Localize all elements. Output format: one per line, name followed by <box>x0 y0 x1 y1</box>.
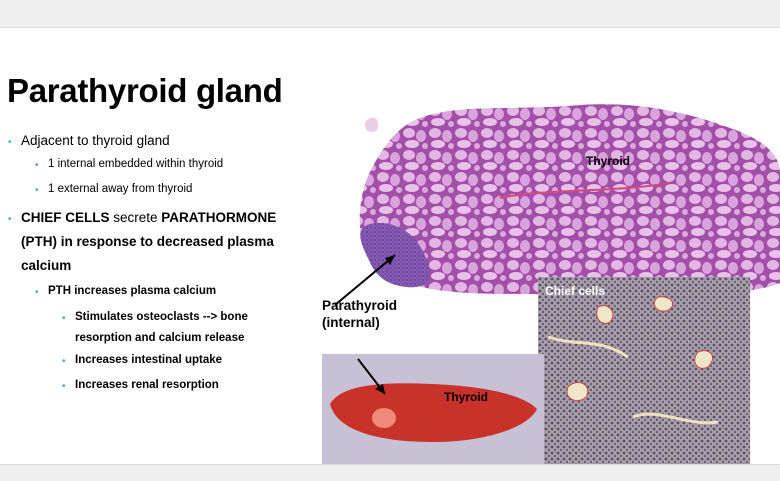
bullet-dot: • <box>8 214 12 225</box>
bullet-external: 1 external away from thyroid <box>48 183 193 195</box>
arrow-to-parathyroid-gross <box>357 358 386 395</box>
slide: Parathyroid gland • Adjacent to thyroid … <box>0 27 780 465</box>
parathyroid-label-line1: Parathyroid <box>322 298 398 313</box>
bullet-dot: • <box>35 185 39 196</box>
parathormone-term: PARATHORMONE <box>161 210 277 225</box>
osteoclasts-line1: Stimulates osteoclasts --> bone <box>75 311 248 323</box>
slide-title: Parathyroid gland <box>7 72 283 109</box>
thyroid-histology-image <box>359 104 780 297</box>
parathyroid-label: Parathyroid (internal) <box>322 297 397 331</box>
secrete-text: secrete <box>109 210 162 225</box>
bullet-dot: • <box>8 137 12 148</box>
bullet-osteoclasts: Stimulates osteoclasts --> bone resorpti… <box>75 307 315 349</box>
bullet-dot: • <box>62 381 66 392</box>
pth-line: (PTH) in response to decreased plasma <box>21 234 274 249</box>
bullet-internal: 1 internal embedded within thyroid <box>48 158 224 170</box>
bullet-renal: Increases renal resorption <box>75 379 219 391</box>
thyroid-histology-label: Thyroid <box>586 154 630 168</box>
parathyroid-label-line2: (internal) <box>322 315 380 330</box>
bullet-dot: • <box>62 356 66 367</box>
osteoclasts-line2: resorption and calcium release <box>75 332 245 344</box>
calcium-line: calcium <box>21 258 72 273</box>
thyroid-gross-label: Thyroid <box>444 390 488 404</box>
bullet-adjacent: Adjacent to thyroid gland <box>21 133 170 148</box>
chief-cells-label: Chief cells <box>545 284 606 298</box>
chief-cells-term: CHIEF CELLS <box>21 210 110 225</box>
bullet-dot: • <box>35 160 39 171</box>
arrow-to-parathyroid-histology <box>334 254 396 306</box>
bullet-intestinal: Increases intestinal uptake <box>75 354 223 366</box>
bullet-chief-cells: CHIEF CELLS secrete PARATHORMONE (PTH) i… <box>21 206 321 278</box>
chief-cells-micrograph <box>538 277 750 464</box>
bullet-pth-increases: PTH increases plasma calcium <box>48 285 217 297</box>
bullet-dot: • <box>35 287 39 298</box>
thyroid-gross-specimen <box>322 354 544 464</box>
bullet-dot: • <box>62 313 66 324</box>
